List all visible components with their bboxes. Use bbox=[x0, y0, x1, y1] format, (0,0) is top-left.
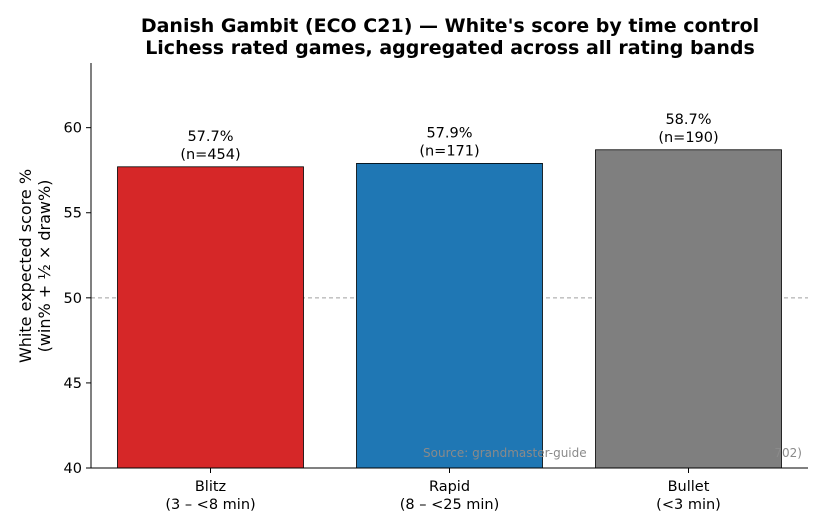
source-text-tail: 702) bbox=[774, 446, 802, 460]
y-axis-label: White expected score % (win% + ½ × draw%… bbox=[16, 169, 54, 363]
source-note: Source: grandmaster-guide 702) bbox=[423, 446, 802, 460]
data-label-n: (n=190) bbox=[658, 130, 718, 146]
y-tick-label: 60 bbox=[64, 121, 82, 137]
data-label-n: (n=454) bbox=[180, 147, 240, 163]
data-label-value: 58.7% bbox=[665, 112, 711, 128]
y-axis-label-line-2: (win% + ½ × draw%) bbox=[35, 180, 54, 353]
x-tick-label: Rapid bbox=[429, 479, 470, 495]
y-axis-label-line-1: White expected score % bbox=[16, 169, 35, 363]
x-tick-sublabel: (<3 min) bbox=[656, 497, 721, 513]
data-label-value: 57.7% bbox=[187, 129, 233, 145]
y-tick-label: 40 bbox=[64, 461, 82, 477]
y-tick-label: 50 bbox=[64, 291, 82, 307]
x-tick-sublabel: (3 – <8 min) bbox=[165, 497, 255, 513]
x-tick-label: Blitz bbox=[195, 479, 226, 495]
bar-blitz bbox=[117, 166, 304, 469]
chart-title-line-2: Lichess rated games, aggregated across a… bbox=[145, 37, 755, 59]
y-tick-label: 55 bbox=[64, 206, 82, 222]
x-tick-label: Bullet bbox=[668, 479, 710, 495]
bar-rapid bbox=[356, 162, 543, 469]
chart-title-line-1: Danish Gambit (ECO C21) — White's score … bbox=[141, 15, 759, 37]
source-text: Source: grandmaster-guide bbox=[423, 446, 587, 460]
y-tick-label: 45 bbox=[64, 376, 82, 392]
data-label-n: (n=171) bbox=[419, 143, 479, 159]
plot-area: 57.7% (n=454) Blitz (3 – <8 min) 57.9% (n=171… bbox=[64, 63, 808, 513]
bar-bullet bbox=[595, 149, 782, 469]
x-tick-sublabel: (8 – <25 min) bbox=[400, 497, 500, 513]
data-label-value: 57.9% bbox=[426, 125, 472, 141]
